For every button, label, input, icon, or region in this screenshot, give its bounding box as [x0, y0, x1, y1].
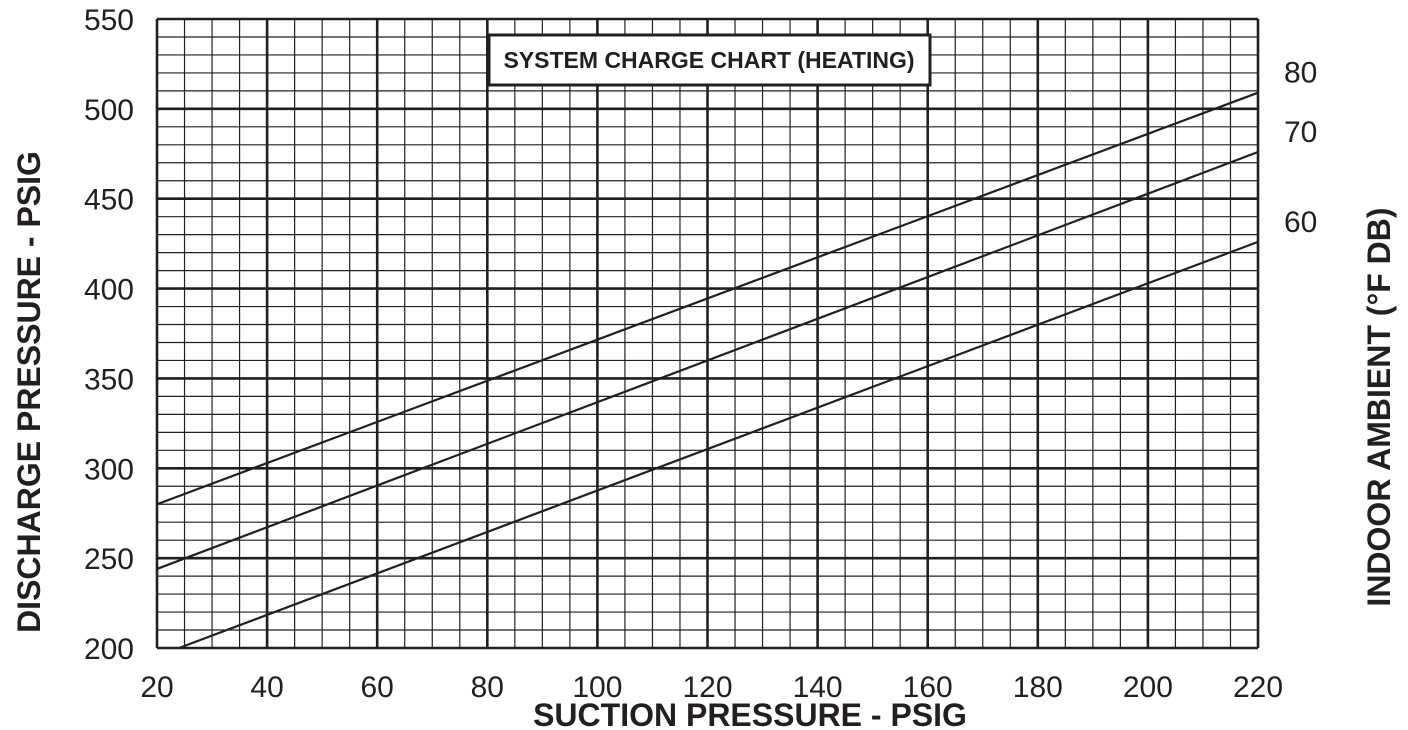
y-tick-label: 250 [84, 543, 134, 576]
y-tick-label: 400 [84, 274, 134, 307]
series-line-80 [156, 91, 1259, 506]
y-axis-title: DISCHARGE PRESSURE - PSIG [11, 151, 47, 633]
y-tick-label: 350 [84, 363, 134, 396]
y-tick-label: 200 [84, 633, 134, 666]
series-line-60 [178, 240, 1259, 650]
x-tick-label: 100 [572, 671, 622, 704]
y2-axis-title: INDOOR AMBIENT (°F DB) [1361, 207, 1397, 606]
x-tick-label: 200 [1123, 671, 1173, 704]
series-label-80: 80 [1284, 57, 1317, 90]
x-tick-label: 160 [903, 671, 953, 704]
y-tick-label: 300 [84, 453, 134, 486]
y-tick-labels: 200 250 300 350 400 450 500 550 [84, 4, 134, 666]
y-tick-label: 450 [84, 184, 134, 217]
x-tick-label: 140 [793, 671, 843, 704]
chart-title: SYSTEM CHARGE CHART (HEATING) [503, 47, 914, 73]
x-tick-label: 20 [140, 671, 173, 704]
x-axis-title: SUCTION PRESSURE - PSIG [533, 697, 967, 730]
x-tick-label: 220 [1233, 671, 1283, 704]
x-tick-label: 180 [1013, 671, 1063, 704]
x-tick-label: 80 [471, 671, 504, 704]
x-tick-label: 40 [250, 671, 283, 704]
x-tick-label: 120 [682, 671, 732, 704]
series-label-60: 60 [1284, 206, 1317, 239]
series-label-70: 70 [1284, 116, 1317, 149]
x-tick-labels: 20 40 60 80 100 120 140 160 180 200 220 [140, 671, 1283, 704]
series-line-70 [156, 150, 1259, 570]
y-tick-label: 550 [84, 4, 134, 37]
chart-title-box: SYSTEM CHARGE CHART (HEATING) [487, 33, 932, 87]
x-tick-label: 60 [361, 671, 394, 704]
major-grid [155, 17, 1260, 650]
series-lines [156, 91, 1259, 650]
y-tick-label: 500 [84, 94, 134, 127]
series-labels: 80 70 60 [1284, 57, 1317, 239]
